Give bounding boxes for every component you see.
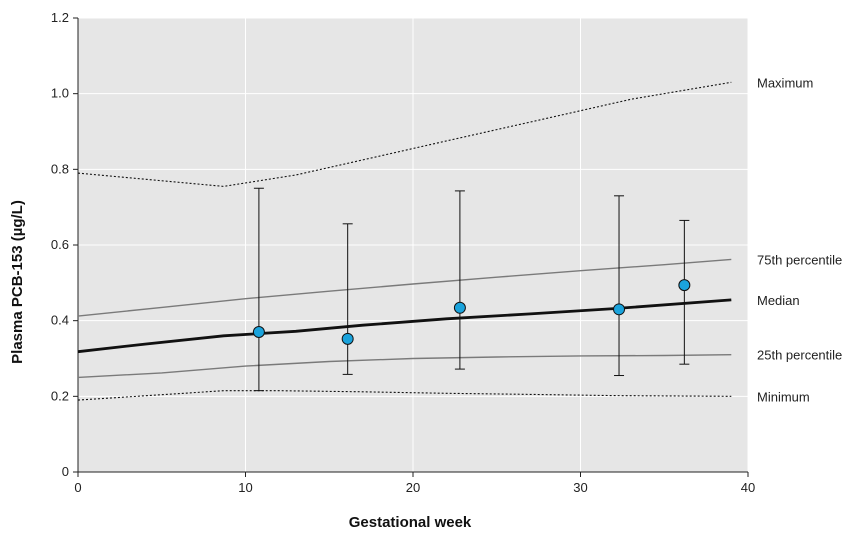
y-tick-label: 0.4 [51,313,69,328]
y-tick-label: 0.8 [51,161,69,176]
y-axis-title: Plasma PCB-153 (µg/L) [9,200,26,364]
series-line-25th-percentile [77,354,732,379]
series-labels: Maximum 75th percentile Median 25th percent… [757,75,842,404]
x-axis-title: Gestational week [349,514,472,531]
data-point [613,303,626,316]
data-point [341,332,354,345]
series-label-maximum: Maximum [757,75,813,90]
x-tick-label: 10 [238,480,252,495]
x-tick-label: 30 [573,480,587,495]
y-tick-label: 1.0 [51,86,69,101]
series-line-maximum [77,81,732,187]
series-line-75th-percentile [77,258,732,317]
error-bars [253,187,690,392]
x-ticks: 0 10 20 30 40 [74,472,755,495]
data-point [453,301,466,314]
y-ticks: 0 0.2 0.4 0.6 0.8 1.0 1.2 [51,10,78,479]
data-points [252,279,691,345]
series-label-75th-percentile: 75th percentile [757,252,842,267]
x-tick-label: 20 [406,480,420,495]
series-label-minimum: Minimum [757,389,810,404]
series-lines [77,81,732,401]
y-tick-label: 0.2 [51,388,69,403]
y-tick-label: 1.2 [51,10,69,25]
series-label-median: Median [757,293,800,308]
series-line-median [77,298,732,354]
y-tick-label: 0 [62,464,69,479]
x-tick-label: 0 [74,480,81,495]
x-tick-label: 40 [741,480,755,495]
data-point [252,326,265,339]
y-tick-label: 0.6 [51,237,69,252]
series-label-25th-percentile: 25th percentile [757,348,842,363]
data-point [678,279,691,292]
